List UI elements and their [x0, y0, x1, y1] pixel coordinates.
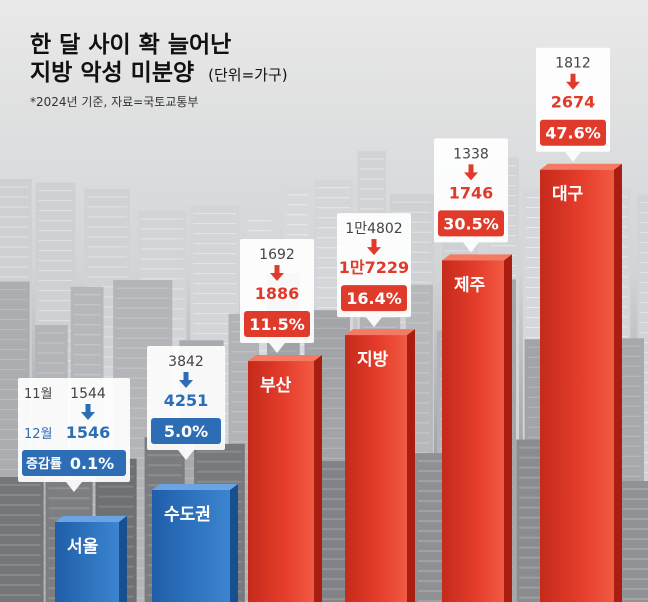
- rate-value-4: 16.4%: [346, 289, 402, 308]
- curr-value-1: 1546: [66, 423, 111, 442]
- category-label-3: 부산: [260, 376, 292, 396]
- prev-value-3: 1692: [259, 247, 295, 263]
- value-card-pointer-6: [565, 151, 581, 162]
- prev-value-1: 1544: [70, 386, 106, 402]
- chart-title-line2: 지방 악성 미분양 (단위=가구): [30, 60, 288, 86]
- value-card-pointer-2: [178, 450, 194, 460]
- rate-badge-2: [151, 418, 221, 444]
- rate-badge-1: [22, 450, 126, 476]
- bar-side-1: [119, 516, 127, 602]
- chart-title-line2-text: 지방 악성 미분양: [30, 60, 194, 86]
- change-arrow-head-6: [566, 81, 580, 90]
- bar-2: [152, 490, 230, 602]
- chart-source-note: *2024년 기준, 자료=국토교통부: [30, 95, 198, 109]
- curr-value-3: 1886: [255, 284, 300, 303]
- bar-top-3: [248, 355, 322, 362]
- rate-value-3: 11.5%: [249, 315, 305, 334]
- rate-value-6: 47.6%: [545, 124, 601, 143]
- curr-value-4: 1만7229: [339, 258, 409, 277]
- bars-layer: 서울 수도권 부산 지방 제주 대구: [55, 163, 622, 602]
- bar-5: [442, 260, 504, 602]
- change-arrow-head-3: [270, 273, 284, 282]
- bar-top-6: [540, 163, 622, 170]
- rate-badge-5: [438, 210, 504, 237]
- change-arrow-shaft-6: [570, 73, 576, 83]
- prev-value-4: 1만4802: [345, 221, 402, 237]
- bar-side-2: [230, 484, 238, 602]
- bar-side-5: [504, 254, 512, 602]
- bar-side-6: [614, 163, 622, 602]
- curr-value-2: 4251: [164, 391, 209, 410]
- change-arrow-head-5: [464, 172, 478, 181]
- bar-top-2: [152, 484, 238, 490]
- rate-label: 증감률: [26, 457, 62, 472]
- curr-month-label: 12월: [24, 427, 53, 442]
- bar-top-5: [442, 254, 512, 261]
- curr-value-5: 1746: [449, 183, 494, 202]
- bar-3: [248, 361, 314, 602]
- category-label-1: 서울: [67, 537, 99, 557]
- change-arrow-shaft-2: [183, 372, 189, 381]
- chart-title-line1: 한 달 사이 확 늘어난: [30, 32, 231, 58]
- category-label-4: 지방: [357, 350, 389, 370]
- change-arrow-shaft-1: [85, 404, 91, 413]
- change-arrow-shaft-3: [274, 265, 280, 275]
- bar-6: [540, 169, 614, 602]
- rate-badge-3: [244, 311, 310, 338]
- rate-badge-6: [540, 119, 606, 146]
- rate-value-2: 5.0%: [164, 422, 208, 441]
- change-arrow-head-1: [81, 412, 95, 420]
- change-arrow-shaft-4: [371, 239, 377, 249]
- prev-value-5: 1338: [453, 146, 489, 162]
- value-card-pointer-4: [366, 317, 382, 328]
- category-label-2: 수도권: [164, 505, 211, 525]
- change-arrow-shaft-5: [468, 164, 474, 174]
- bar-4: [345, 335, 407, 602]
- building: [0, 477, 44, 602]
- curr-value-6: 2674: [551, 93, 596, 112]
- bar-top-1: [55, 516, 127, 522]
- prev-value-6: 1812: [555, 56, 591, 72]
- prev-month-label: 11월: [24, 387, 53, 402]
- bar-side-4: [407, 329, 415, 602]
- category-label-6: 대구: [552, 185, 584, 205]
- change-arrow-head-2: [179, 380, 193, 388]
- bar-side-3: [314, 355, 322, 602]
- change-arrow-head-4: [367, 247, 381, 256]
- bar-top-4: [345, 329, 415, 336]
- value-card-pointer-1: [66, 482, 82, 492]
- prev-value-2: 3842: [168, 354, 204, 370]
- value-card-pointer-3: [269, 343, 285, 354]
- rate-value-1: 0.1%: [70, 454, 114, 473]
- category-label-5: 제주: [454, 275, 486, 295]
- rate-badge-4: [341, 285, 407, 312]
- building: [620, 481, 648, 602]
- value-card-pointer-5: [463, 242, 479, 253]
- chart-unit: (단위=가구): [208, 66, 287, 84]
- rate-value-5: 30.5%: [443, 214, 499, 233]
- bar-1: [55, 522, 119, 602]
